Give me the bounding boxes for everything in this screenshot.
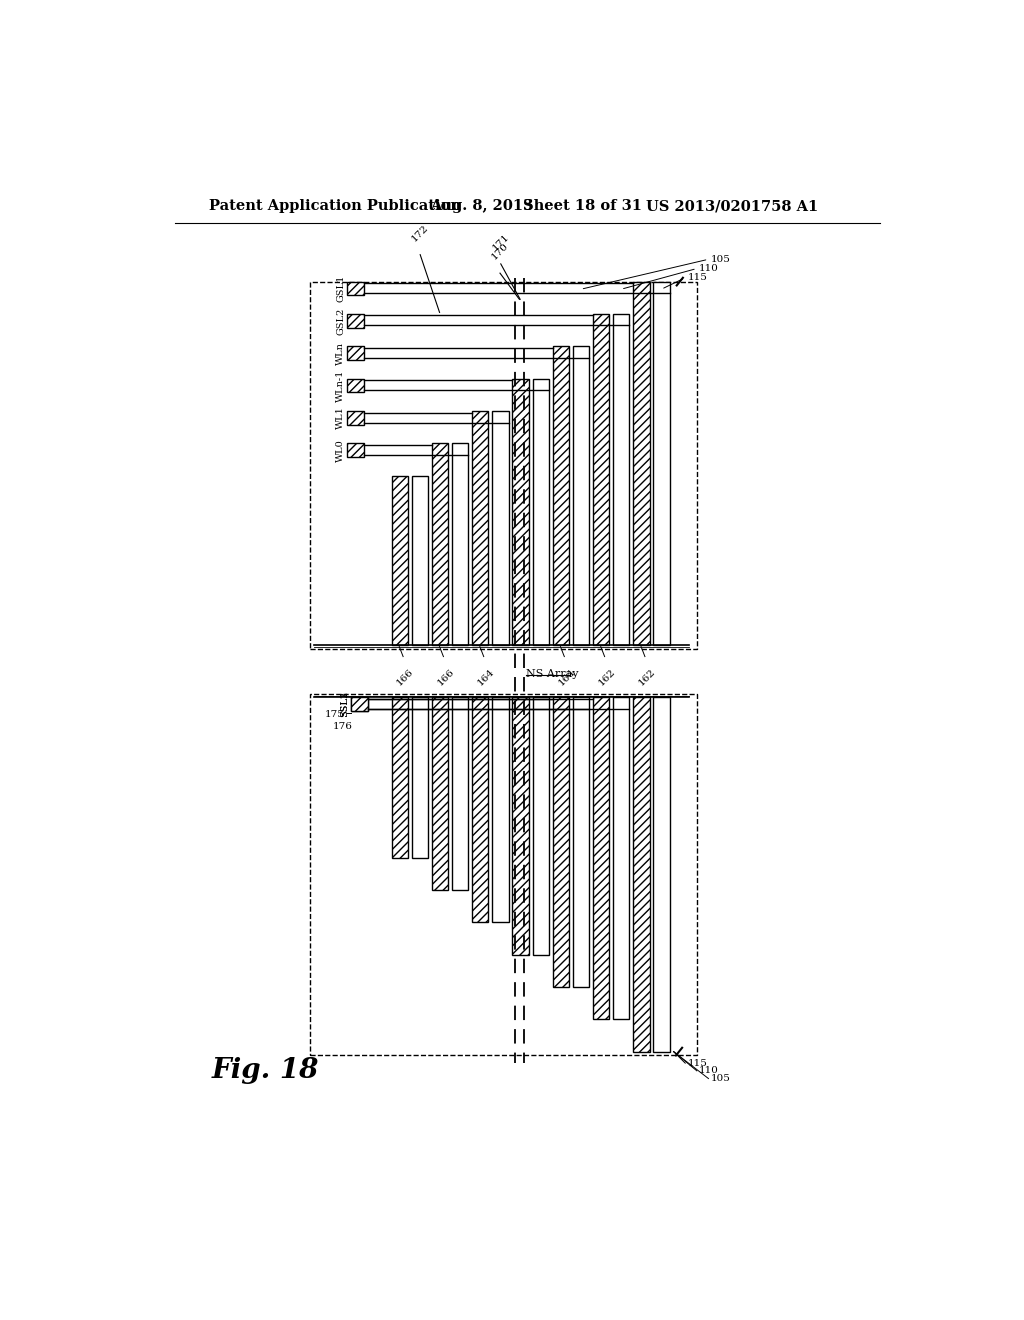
Text: 175: 175 [326,710,345,719]
Text: 105: 105 [711,1074,731,1082]
Bar [633,281,649,645]
Bar [347,379,365,392]
Bar [553,346,569,645]
Text: 162: 162 [637,667,657,686]
Bar [472,697,488,923]
Text: Fig. 18: Fig. 18 [212,1057,319,1084]
Bar [472,411,488,645]
Text: 115: 115 [687,1059,708,1068]
Bar [653,697,670,1052]
Bar [347,314,365,327]
Bar [512,379,528,645]
Text: 105: 105 [711,255,731,264]
Bar [593,314,609,645]
Bar [452,444,468,645]
Text: WL1: WL1 [336,407,345,429]
Text: GSL2: GSL2 [336,308,345,334]
Text: 115: 115 [687,273,708,282]
Text: 164: 164 [476,667,497,686]
Text: Sheet 18 of 31: Sheet 18 of 31 [523,199,642,213]
Bar [310,281,697,649]
Bar [310,693,697,1056]
Text: 164: 164 [556,667,577,686]
Text: 166: 166 [395,667,416,686]
Text: 166: 166 [435,667,456,686]
Text: 162: 162 [597,667,617,686]
Text: 171: 171 [490,232,511,252]
Bar [347,346,365,360]
Bar [432,697,449,890]
Bar [391,697,408,858]
Bar [653,281,670,645]
Text: WLn: WLn [336,342,345,364]
Bar [572,346,589,645]
Text: 110: 110 [699,264,719,273]
Bar [412,697,428,858]
Text: WL0: WL0 [336,438,345,462]
Text: GSL1: GSL1 [336,275,345,302]
Bar [391,475,408,645]
Text: US 2013/0201758 A1: US 2013/0201758 A1 [646,199,818,213]
Text: NS Array: NS Array [525,669,579,680]
Bar [493,411,509,645]
Text: SSL1: SSL1 [340,692,349,718]
Bar [432,444,449,645]
Text: 172: 172 [410,223,430,243]
Bar [613,314,630,645]
Text: SSL2: SSL2 [340,692,349,718]
Bar [351,697,369,711]
Bar [613,697,630,1019]
Bar [593,697,609,1019]
Bar [347,281,365,296]
Bar [633,697,649,1052]
Text: Patent Application Publication: Patent Application Publication [209,199,462,213]
Bar [493,697,509,923]
Text: 170: 170 [489,242,510,261]
Bar [347,444,365,457]
Bar [452,697,468,890]
Bar [553,697,569,987]
Bar [532,379,549,645]
Text: Aug. 8, 2013: Aug. 8, 2013 [430,199,534,213]
Bar [347,411,365,425]
Bar [572,697,589,987]
Bar [412,475,428,645]
Bar [351,697,369,711]
Text: 176: 176 [333,722,352,731]
Text: WLn-1: WLn-1 [336,370,345,401]
Bar [512,697,528,954]
Bar [532,697,549,954]
Text: 110: 110 [699,1067,719,1076]
